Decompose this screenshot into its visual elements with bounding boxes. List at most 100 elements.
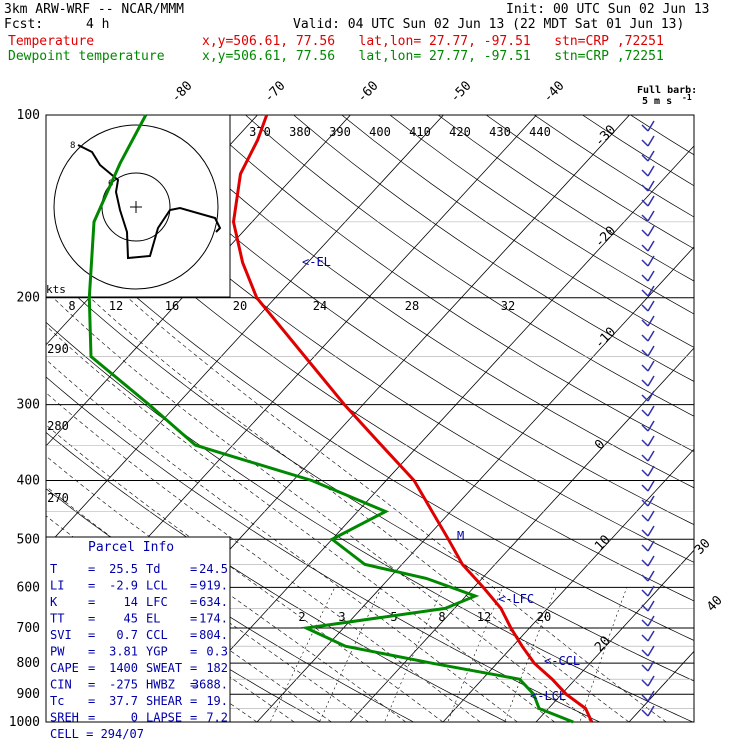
pressure-label: 600	[17, 580, 40, 595]
dewpoint-profile	[87, 114, 574, 724]
wind-barb	[647, 390, 655, 402]
parcel-value: 3.81	[109, 645, 138, 659]
wind-barb	[641, 589, 649, 597]
parcel-key: LI	[50, 579, 64, 593]
wind-barb	[641, 649, 649, 657]
parcel-key: CAPE	[50, 661, 79, 675]
parcel-key: SWEAT	[146, 661, 182, 675]
wind-barb	[647, 615, 655, 627]
parcel-eq: =	[190, 562, 197, 576]
parcel-value: -275	[109, 678, 138, 692]
wind-barb	[641, 559, 649, 567]
isotherm	[535, 549, 694, 722]
isotherm-label: -80	[169, 78, 196, 105]
isotherm-label: -40	[541, 78, 568, 105]
parcel-key: CCL	[146, 628, 168, 642]
parcel-value: 634.	[199, 595, 228, 609]
pressure-label: 1000	[9, 715, 40, 730]
parcel-value: 174.	[199, 612, 228, 626]
level-annotation: M	[457, 529, 464, 543]
wind-barb	[647, 705, 655, 717]
isotherm	[46, 115, 351, 447]
parcel-eq: =	[88, 579, 95, 593]
wind-barb	[641, 409, 649, 417]
parcel-eq: =	[190, 694, 197, 708]
isotherm	[349, 347, 694, 722]
mixing-ratio-label: 3	[338, 610, 345, 624]
wind-barb	[647, 630, 655, 642]
dry-adiabat-label: 290	[47, 342, 69, 356]
pressure-label: 900	[17, 687, 40, 702]
hodograph-speed-label: 20	[233, 299, 247, 313]
wind-barb	[641, 499, 649, 507]
parcel-eq: =	[190, 595, 197, 609]
plot-border	[45, 114, 695, 723]
parcel-info-box	[45, 536, 231, 723]
forecast-hours: 4 h	[86, 17, 110, 32]
wind-barb	[647, 345, 655, 357]
init-time: Init: 00 UTC Sun 02 Jun 13	[506, 2, 710, 17]
isotherm-label: 40	[704, 593, 726, 615]
wind-barb	[647, 540, 655, 552]
wind-barb	[641, 679, 649, 687]
dry-adiabat	[46, 213, 694, 641]
level-annotation: <-LCL	[530, 689, 566, 703]
parcel-info-title: Parcel Info	[88, 540, 174, 555]
isotherm-label: -50	[448, 78, 475, 105]
pressure-label: 800	[17, 656, 40, 671]
parcel-eq: =	[190, 579, 197, 593]
wind-barb	[641, 604, 649, 612]
parcel-key: YGP	[146, 645, 168, 659]
dry-adiabat	[389, 115, 694, 315]
wind-barb	[647, 690, 655, 702]
isotherm	[628, 650, 694, 722]
wind-barb	[647, 435, 655, 447]
theta-label: 440	[529, 125, 551, 139]
dry-adiabat	[437, 115, 694, 282]
parcel-key: Tc	[50, 694, 64, 708]
wind-barb	[647, 165, 655, 177]
parcel-value: 919.	[199, 579, 228, 593]
wind-barb	[647, 510, 655, 522]
hodograph-speed-label: 24	[313, 299, 327, 313]
parcel-key: LFC	[146, 595, 168, 609]
wind-barb	[641, 184, 649, 192]
dry-adiabat	[485, 115, 694, 250]
wind-barb	[647, 270, 655, 282]
parcel-key: SVI	[50, 628, 72, 642]
dry-adiabat	[148, 115, 694, 489]
parcel-key: HWBZ	[146, 678, 175, 692]
parcel-value: 182	[206, 661, 228, 675]
wind-barb	[647, 360, 655, 372]
dry-adiabat	[341, 115, 694, 348]
parcel-value: 1400	[109, 661, 138, 675]
parcel-key: K	[50, 595, 58, 609]
parcel-key: LCL	[146, 579, 168, 593]
parcel-value: 25.5	[109, 562, 138, 576]
wind-barb	[641, 199, 649, 207]
parcel-eq: =	[88, 612, 95, 626]
isotherm	[442, 448, 694, 722]
wind-barb	[647, 645, 655, 657]
hodograph-speed-label: 28	[405, 299, 419, 313]
hodograph-speed-label: 16	[165, 299, 179, 313]
hodograph-mark: 8	[70, 141, 75, 151]
wind-barb	[647, 135, 655, 147]
temperature-legend: Temperature	[8, 34, 95, 49]
mixing-ratio-label: 20	[537, 610, 551, 624]
wind-barb	[641, 244, 649, 252]
parcel-eq: =	[88, 628, 95, 642]
parcel-value: 0.3	[206, 645, 228, 659]
parcel-eq: =	[88, 645, 95, 659]
mixing-ratio-line	[579, 587, 628, 722]
forecast-label: Fcst:	[4, 17, 44, 32]
parcel-value: 7.2	[206, 711, 228, 725]
wind-barb	[641, 484, 649, 492]
wind-barb	[641, 709, 649, 717]
pressure-label: 300	[17, 398, 40, 413]
dry-adiabat	[293, 115, 694, 382]
theta-label: 400	[369, 125, 391, 139]
wind-barb	[647, 675, 655, 687]
wind-barb	[641, 694, 649, 702]
dry-adiabat-label: 270	[47, 491, 69, 505]
